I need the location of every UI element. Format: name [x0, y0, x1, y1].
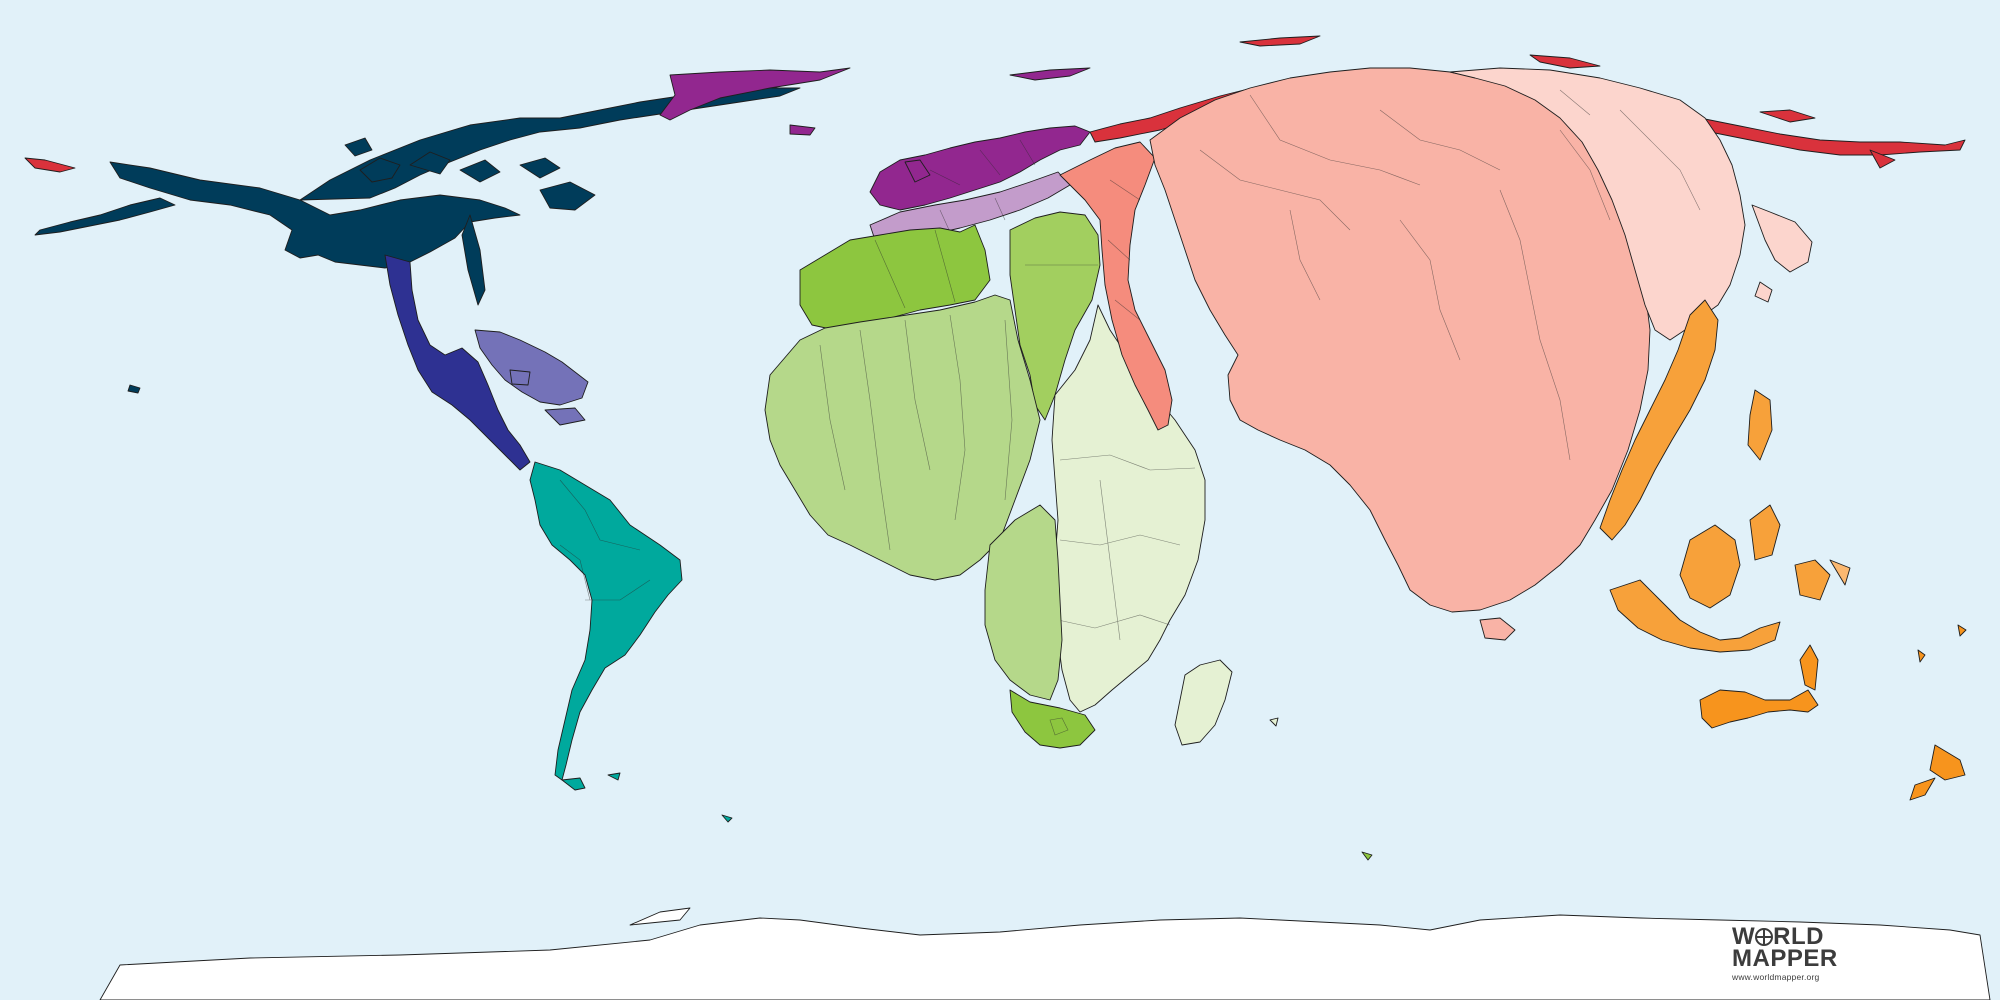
region-south-east-asia	[1599, 299, 1851, 653]
globe-icon	[1755, 928, 1774, 946]
region-south-america	[529, 461, 683, 791]
region-western-europe	[659, 67, 1091, 211]
region-antarctica	[99, 907, 1991, 1000]
worldmapper-logo[interactable]: W RLD MAPPER www.worldmapper.org	[1732, 923, 1872, 983]
region-central-america	[384, 254, 531, 471]
region-middle-east	[1059, 141, 1173, 431]
region-northern-africa	[799, 211, 1101, 421]
region-western-africa	[764, 294, 1041, 581]
region-eastern-africa	[1051, 304, 1233, 746]
region-oceania	[1699, 644, 1966, 801]
small-islands	[127, 384, 1967, 861]
logo-line-mapper: MAPPER	[1732, 945, 1838, 972]
logo-url[interactable]: www.worldmapper.org	[1732, 972, 1820, 982]
region-southern-asia	[1149, 67, 1651, 641]
region-southern-africa	[984, 504, 1096, 749]
region-north-america	[34, 87, 801, 306]
logo-line-world: W RLD	[1732, 923, 1824, 950]
region-caribbean	[474, 329, 589, 426]
